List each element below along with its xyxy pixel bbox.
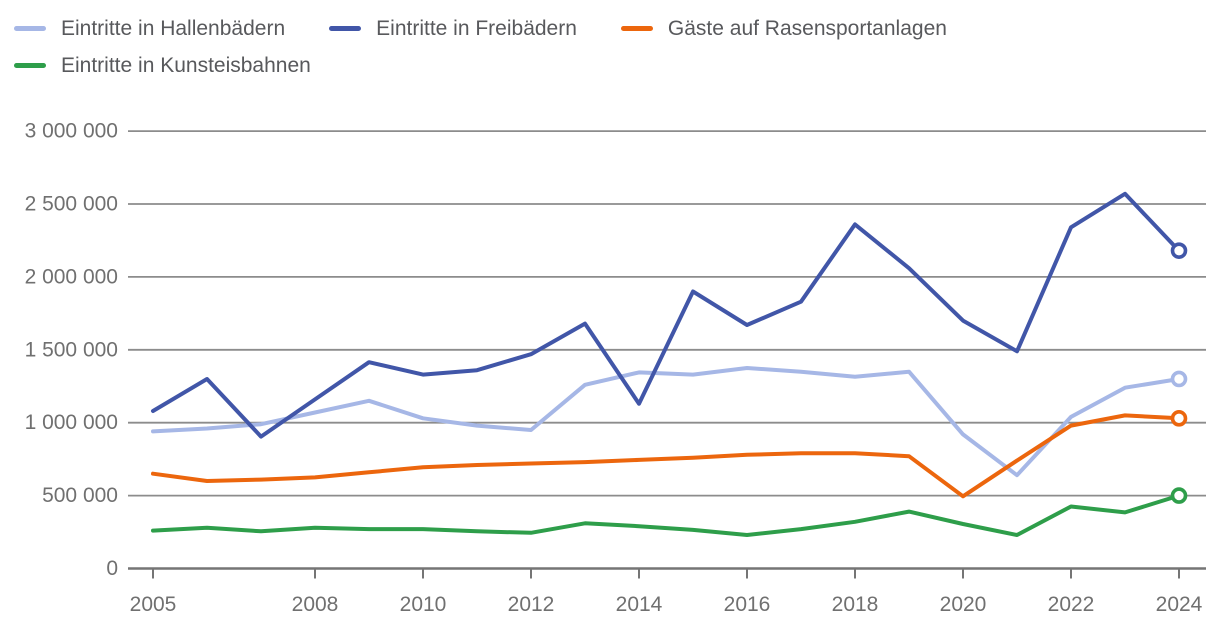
- x-axis-label: 2010: [400, 593, 447, 616]
- x-axis-label: 2005: [130, 593, 177, 616]
- y-axis-label: 2 500 000: [25, 193, 118, 216]
- legend-swatch-icon: [14, 26, 46, 31]
- y-axis-label: 2 000 000: [25, 265, 118, 288]
- x-axis-label: 2022: [1048, 593, 1095, 616]
- y-axis-label: 1 000 000: [25, 411, 118, 434]
- x-axis-label: 2008: [292, 593, 339, 616]
- legend-item-eintritte-in-freibaedern[interactable]: Eintritte in Freibädern: [329, 17, 577, 41]
- series-end-marker-eintritte-in-kunsteisbahnen: [1170, 487, 1188, 504]
- x-axis-label: 2018: [832, 593, 879, 616]
- legend: Eintritte in Hallenbädern Eintritte in Fr…: [14, 10, 947, 84]
- legend-row-2: Eintritte in Kunsteisbahnen: [14, 47, 947, 84]
- legend-row-1: Eintritte in Hallenbädern Eintritte in Fr…: [14, 10, 947, 47]
- series-line-gaeste-auf-rasensportanlagen: [151, 413, 1181, 499]
- legend-label: Eintritte in Hallenbädern: [61, 16, 286, 40]
- series-end-marker-gaeste-auf-rasensportanlagen: [1170, 410, 1188, 427]
- y-axis-label: 500 000: [42, 484, 118, 507]
- y-axis-label: 0: [106, 557, 118, 580]
- series-line-eintritte-in-kunsteisbahnen: [151, 493, 1181, 537]
- series-end-marker-eintritte-in-hallenbaedern: [1170, 370, 1188, 388]
- y-axis-label: 3 000 000: [25, 120, 118, 143]
- legend-item-eintritte-in-kunsteisbahnen[interactable]: Eintritte in Kunsteisbahnen: [14, 54, 311, 78]
- y-axis-label: 1 500 000: [25, 338, 118, 361]
- x-axis-label: 2016: [724, 593, 771, 616]
- legend-item-gaeste-auf-rasensportanlagen[interactable]: Gäste auf Rasensportanlagen: [620, 16, 947, 41]
- legend-swatch-icon: [329, 26, 362, 31]
- x-axis-label: 2014: [616, 593, 663, 616]
- legend-swatch-icon: [14, 63, 46, 68]
- legend-label: Gäste auf Rasensportanlagen: [667, 16, 947, 40]
- x-axis-label: 2020: [940, 593, 987, 616]
- series-end-marker-eintritte-in-freibaedern: [1170, 242, 1188, 259]
- x-axis-label: 2024: [1156, 593, 1203, 616]
- x-axis-label: 2012: [508, 593, 555, 616]
- legend-swatch-icon: [620, 26, 653, 31]
- legend-item-eintritte-in-hallenbaedern[interactable]: Eintritte in Hallenbädern: [14, 17, 285, 41]
- series-line-eintritte-in-freibaedern: [151, 191, 1181, 439]
- legend-label: Eintritte in Kunsteisbahnen: [61, 53, 311, 77]
- legend-label: Eintritte in Freibädern: [376, 16, 577, 40]
